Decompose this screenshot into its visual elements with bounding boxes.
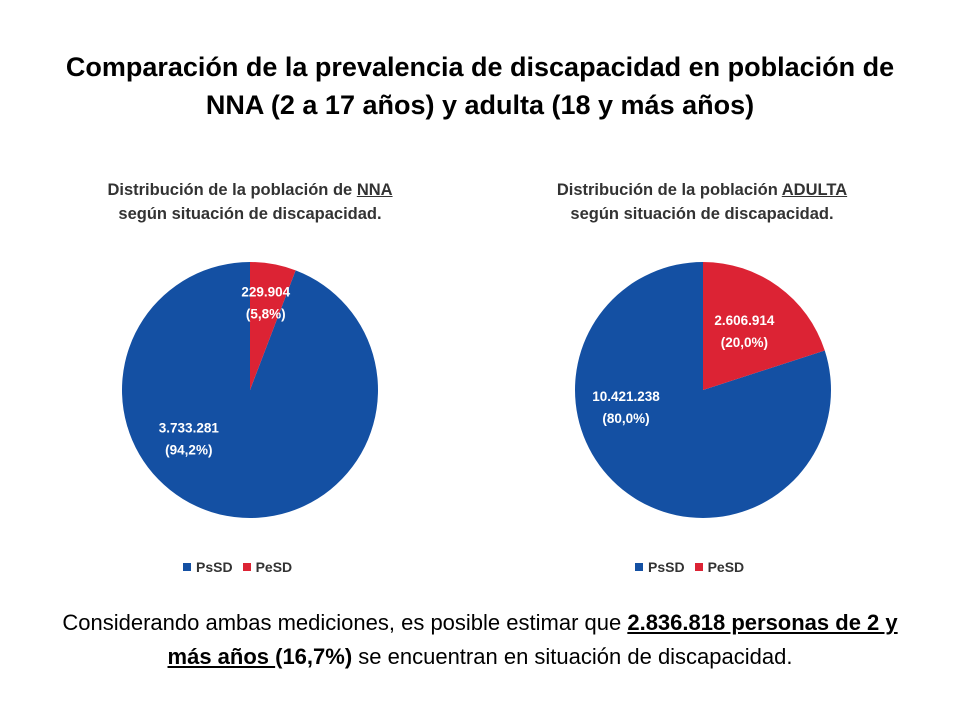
legend-adulta: PsSD PeSD: [635, 559, 754, 575]
legend-swatch-pssd: [183, 563, 191, 571]
legend-item-pesd: PeSD: [694, 559, 745, 575]
page-title: Comparación de la prevalencia de discapa…: [40, 48, 920, 124]
legend-swatch-pssd: [635, 563, 643, 571]
chart-title-nna-line2: según situación de discapacidad.: [118, 205, 382, 223]
data-label-pesd-percent: (20,0%): [721, 335, 768, 350]
chart-title-adulta-prefix: Distribución de la población: [556, 181, 782, 199]
legend-item-pesd: PeSD: [242, 559, 293, 575]
pie-slice-pesd: [703, 262, 825, 390]
page-title-line-2: NNA (2 a 17 años) y adulta (18 y más año…: [205, 90, 755, 120]
chart-title-nna-prefix: Distribución de la población de: [107, 181, 357, 199]
chart-title-nna-underlined: NNA: [356, 181, 393, 199]
data-label-pssd-value: 3.733.281: [159, 421, 220, 436]
legend-label-pesd: PeSD: [255, 559, 293, 575]
pie-chart-adulta: 10.421.238 (80,0%) 2.606.914 (20,0%): [575, 262, 831, 518]
data-label-pssd-value: 10.421.238: [592, 389, 660, 404]
legend-label-pssd: PsSD: [648, 559, 685, 575]
legend-nna: PsSD PeSD: [183, 559, 302, 575]
legend-item-pssd: PsSD: [635, 559, 685, 575]
data-label-pssd-percent: (80,0%): [602, 411, 649, 426]
legend-label-pssd: PsSD: [196, 559, 233, 575]
footer-highlight: 2.836.818 personas de 2 y más años: [167, 610, 898, 669]
legend-swatch-pesd: [242, 563, 251, 571]
pie-slice-pesd: [250, 262, 296, 390]
data-label-pesd-value: 2.606.914: [714, 313, 775, 328]
chart-title-adulta-line2: según situación de discapacidad.: [570, 205, 834, 223]
page-title-line-1: Comparación de la prevalencia de discapa…: [65, 52, 895, 82]
pie-chart-nna: 3.733.281 (94,2%) 229.904 (5,8%): [122, 262, 378, 518]
legend-label-pesd: PeSD: [707, 559, 745, 575]
footer-text-before: Considerando ambas mediciones, es posibl…: [62, 610, 628, 635]
chart-title-adulta-underlined: ADULTA: [781, 181, 848, 199]
data-label-pesd-value: 229.904: [241, 284, 290, 299]
chart-title-nna: Distribución de la población de NNA segú…: [30, 178, 470, 226]
footer-percent: (16,7%): [275, 644, 353, 669]
chart-title-adulta: Distribución de la población ADULTA segú…: [482, 178, 922, 226]
footer-text-after: se encuentran en situación de discapacid…: [352, 644, 793, 669]
data-label-pssd-percent: (94,2%): [165, 443, 212, 458]
legend-item-pssd: PsSD: [183, 559, 233, 575]
footer-conclusion: Considerando ambas mediciones, es posibl…: [40, 606, 920, 674]
legend-swatch-pesd: [694, 563, 703, 571]
data-label-pesd-percent: (5,8%): [246, 306, 286, 321]
